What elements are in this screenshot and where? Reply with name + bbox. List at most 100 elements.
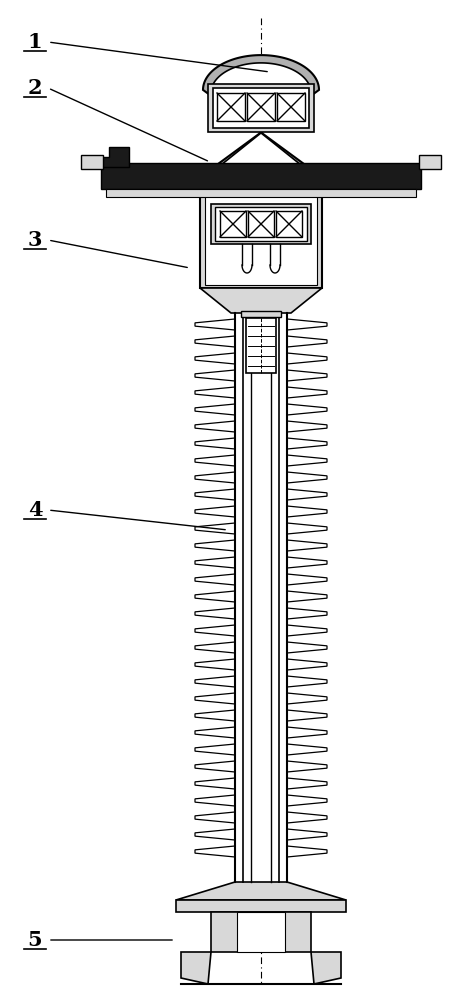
Polygon shape xyxy=(195,642,235,653)
Polygon shape xyxy=(195,761,235,772)
Polygon shape xyxy=(195,455,235,466)
Polygon shape xyxy=(195,659,235,670)
Polygon shape xyxy=(287,574,327,585)
Polygon shape xyxy=(195,319,235,330)
Polygon shape xyxy=(195,489,235,500)
Polygon shape xyxy=(287,710,327,721)
Polygon shape xyxy=(195,387,235,398)
Bar xyxy=(211,204,311,244)
Polygon shape xyxy=(195,370,235,381)
Polygon shape xyxy=(287,353,327,364)
Bar xyxy=(235,313,287,882)
Polygon shape xyxy=(195,812,235,823)
Bar xyxy=(247,93,275,121)
Polygon shape xyxy=(287,438,327,449)
Bar xyxy=(101,163,421,189)
Polygon shape xyxy=(181,952,211,984)
Bar xyxy=(276,211,302,237)
Polygon shape xyxy=(287,404,327,415)
Polygon shape xyxy=(287,319,327,330)
Polygon shape xyxy=(195,778,235,789)
Text: 4: 4 xyxy=(28,500,43,520)
Polygon shape xyxy=(287,744,327,755)
Polygon shape xyxy=(287,489,327,500)
Polygon shape xyxy=(287,506,327,517)
Bar xyxy=(213,88,309,128)
Bar xyxy=(248,211,274,237)
Polygon shape xyxy=(203,55,319,175)
Polygon shape xyxy=(287,676,327,687)
Bar xyxy=(220,211,246,237)
Polygon shape xyxy=(311,952,341,984)
Polygon shape xyxy=(195,506,235,517)
Polygon shape xyxy=(287,557,327,568)
Polygon shape xyxy=(287,778,327,789)
Polygon shape xyxy=(195,795,235,806)
Polygon shape xyxy=(287,455,327,466)
Polygon shape xyxy=(287,591,327,602)
Polygon shape xyxy=(287,336,327,347)
Bar xyxy=(81,155,103,169)
Polygon shape xyxy=(287,387,327,398)
Polygon shape xyxy=(195,710,235,721)
Polygon shape xyxy=(287,421,327,432)
Bar xyxy=(176,900,346,912)
Polygon shape xyxy=(195,846,235,857)
Polygon shape xyxy=(195,625,235,636)
Polygon shape xyxy=(287,829,327,840)
Polygon shape xyxy=(287,523,327,534)
Bar xyxy=(211,912,311,952)
Polygon shape xyxy=(195,693,235,704)
Polygon shape xyxy=(287,659,327,670)
Bar xyxy=(252,313,270,882)
Polygon shape xyxy=(287,761,327,772)
Polygon shape xyxy=(195,676,235,687)
Polygon shape xyxy=(195,523,235,534)
Text: 1: 1 xyxy=(28,32,43,52)
Polygon shape xyxy=(195,540,235,551)
Bar xyxy=(246,318,276,373)
Bar xyxy=(215,207,307,241)
Polygon shape xyxy=(195,421,235,432)
Polygon shape xyxy=(195,727,235,738)
Polygon shape xyxy=(83,147,129,167)
Polygon shape xyxy=(211,63,311,173)
Polygon shape xyxy=(195,472,235,483)
Polygon shape xyxy=(195,438,235,449)
Polygon shape xyxy=(287,608,327,619)
Polygon shape xyxy=(195,353,235,364)
Bar xyxy=(200,192,322,288)
Polygon shape xyxy=(195,591,235,602)
Polygon shape xyxy=(176,882,346,900)
Bar xyxy=(208,84,314,132)
Bar xyxy=(217,93,245,121)
Polygon shape xyxy=(287,693,327,704)
Bar xyxy=(419,155,441,169)
Polygon shape xyxy=(287,540,327,551)
Bar xyxy=(106,189,416,197)
Polygon shape xyxy=(287,795,327,806)
Text: 5: 5 xyxy=(28,930,43,950)
Polygon shape xyxy=(200,288,322,313)
Polygon shape xyxy=(287,642,327,653)
Text: 2: 2 xyxy=(28,78,43,98)
Bar xyxy=(205,195,317,285)
Polygon shape xyxy=(195,829,235,840)
Polygon shape xyxy=(287,625,327,636)
Bar xyxy=(237,912,285,952)
Polygon shape xyxy=(287,812,327,823)
Polygon shape xyxy=(287,472,327,483)
Text: 3: 3 xyxy=(28,230,42,250)
Polygon shape xyxy=(195,608,235,619)
Polygon shape xyxy=(195,404,235,415)
Bar xyxy=(205,195,317,285)
Bar xyxy=(241,311,281,317)
Polygon shape xyxy=(195,336,235,347)
Polygon shape xyxy=(195,557,235,568)
Polygon shape xyxy=(287,727,327,738)
Polygon shape xyxy=(195,574,235,585)
Polygon shape xyxy=(195,744,235,755)
Bar xyxy=(277,93,305,121)
Polygon shape xyxy=(287,370,327,381)
Polygon shape xyxy=(287,846,327,857)
